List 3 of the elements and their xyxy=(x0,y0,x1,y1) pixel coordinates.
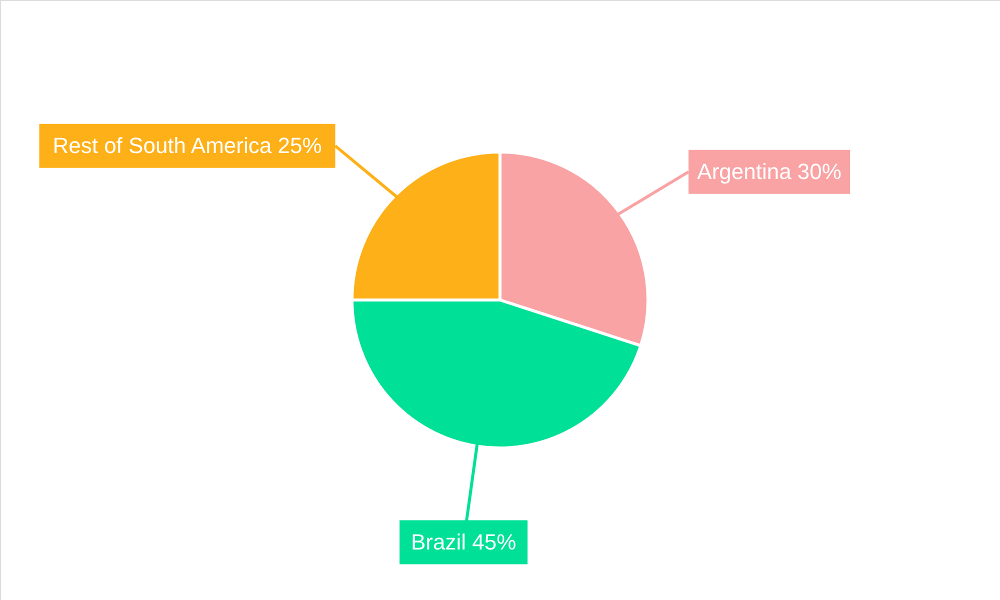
slice-label: Brazil 45% xyxy=(410,529,516,554)
slice-label: Argentina 30% xyxy=(697,158,842,184)
slice-label: Rest of South America 25% xyxy=(52,132,322,158)
